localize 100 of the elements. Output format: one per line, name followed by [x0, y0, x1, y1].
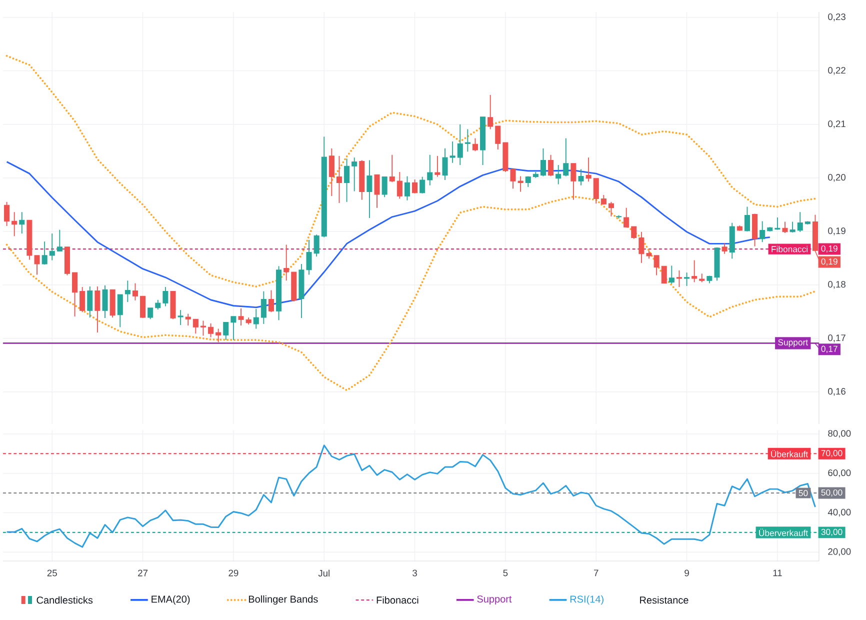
candlestick: [155, 299, 161, 310]
candlestick: [284, 244, 290, 282]
candlestick: [563, 138, 569, 177]
candlestick: [586, 157, 592, 182]
y-tick-label: 0,20: [828, 174, 846, 182]
ref-line-label: Überkauft: [771, 450, 808, 458]
candlestick: [631, 226, 637, 240]
candlestick: [102, 284, 108, 319]
candlestick: [495, 125, 501, 150]
candlestick: [336, 155, 342, 204]
candlestick: [427, 154, 433, 186]
ref-line-label: Fibonacci: [772, 246, 808, 252]
candlestick: [42, 241, 48, 266]
candlestick: [420, 176, 426, 194]
y-tick-label: 0,17: [828, 334, 846, 342]
candlestick: [692, 260, 698, 283]
candlestick: [344, 158, 350, 202]
candlestick: [132, 282, 138, 301]
y-tick-label: 0,18: [828, 281, 846, 289]
candlestick: [117, 294, 123, 328]
candlestick: [223, 322, 229, 340]
ref-line-label: 50: [798, 490, 808, 496]
candlestick: [268, 290, 274, 313]
candlestick: [404, 176, 410, 201]
legend-label: Candlesticks: [36, 596, 93, 604]
candlestick: [87, 286, 93, 318]
x-tick-label: 3: [412, 570, 417, 576]
candlestick: [457, 124, 463, 166]
text: Resistance: [640, 596, 688, 604]
candlestick: [668, 265, 674, 284]
candlestick: [382, 176, 388, 198]
candlestick: [124, 280, 130, 302]
candlestick: [389, 154, 395, 183]
candlestick: [548, 154, 554, 177]
candlestick: [676, 270, 682, 288]
candlestick: [412, 179, 418, 194]
text: RSI(14): [570, 595, 604, 605]
candlestick: [216, 328, 222, 343]
candlestick: [328, 148, 334, 197]
candlestick: [352, 157, 358, 192]
candlestick: [570, 162, 576, 200]
candlestick: [624, 207, 630, 228]
x-tick-label: 11: [773, 570, 782, 576]
x-tick-label: 27: [138, 570, 148, 576]
candlestick: [790, 221, 796, 233]
x-tick-label: 25: [47, 570, 57, 576]
ref-line-label: Überverkauft: [759, 528, 808, 536]
ref-line-label: Support: [778, 339, 808, 348]
candlestick: [260, 290, 266, 324]
candlestick: [774, 216, 780, 230]
candlestick: [593, 178, 599, 204]
x-tick-label: Jul: [318, 570, 330, 577]
candlestick: [366, 160, 372, 218]
y-tick-label: 0,23: [828, 14, 846, 22]
candlestick: [208, 322, 214, 338]
candlestick: [200, 320, 206, 336]
text: Fibonacci: [376, 596, 418, 604]
annotation: 0,17: [821, 346, 838, 353]
candlestick: [230, 316, 236, 340]
annotation: 50,00: [821, 489, 842, 497]
candlestick: [19, 212, 25, 234]
candlestick: [396, 172, 402, 200]
candlestick: [253, 308, 259, 330]
candlestick: [744, 206, 750, 232]
candlestick: [464, 128, 470, 152]
candlestick: [72, 272, 78, 317]
candlestick: [434, 155, 440, 178]
candlestick: [797, 212, 803, 232]
candlestick: [12, 212, 18, 237]
x-tick-label: 7: [594, 570, 598, 576]
candlestick: [472, 138, 478, 152]
candlestick: [192, 318, 198, 334]
candlestick: [185, 313, 191, 326]
y-tick-label: 0,19: [828, 228, 846, 236]
legend-label: Bollinger Bands: [248, 595, 318, 605]
candlestick: [178, 310, 184, 326]
y-tick-label: 0,16: [828, 388, 846, 396]
candlestick: [4, 201, 10, 226]
y-tick-label: 0,22: [828, 67, 846, 75]
x-tick-label: 9: [684, 570, 689, 576]
candlestick: [608, 201, 614, 217]
candlestick: [140, 296, 146, 319]
candlestick: [80, 286, 86, 313]
candlestick: [148, 307, 154, 320]
text: Support: [477, 595, 512, 605]
x-tick-label: 5: [503, 570, 508, 576]
candlestick: [94, 286, 100, 333]
candlestick: [722, 242, 728, 254]
annotation: 0,19: [821, 245, 838, 253]
x-tick-label: 29: [228, 570, 238, 576]
annotation: 0,19: [821, 258, 838, 266]
candlestick: [556, 164, 562, 185]
candlestick: [49, 233, 55, 261]
candlestick: [488, 94, 494, 130]
annotation: 70,00: [821, 450, 842, 458]
candlestick: [782, 221, 788, 234]
candlestick: [540, 148, 546, 177]
legend-label: EMA(20): [152, 595, 190, 605]
y-tick-label: 0,21: [828, 120, 846, 128]
candlestick: [760, 220, 766, 243]
